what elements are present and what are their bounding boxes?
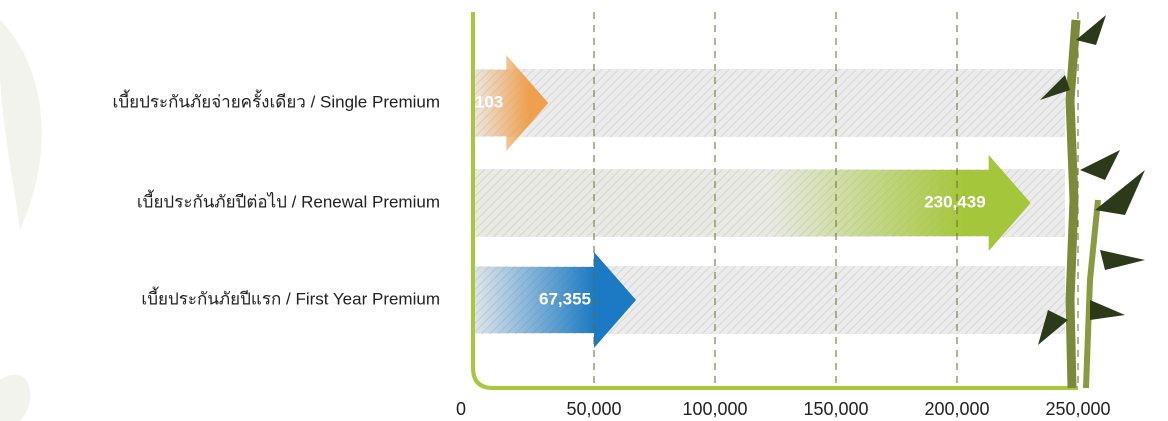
category-label: เบี้ยประกันภัยปีต่อไป / Renewal Premium — [137, 189, 440, 211]
x-tick-label: 50,000 — [566, 399, 621, 419]
x-tick-label: 0 — [456, 399, 466, 419]
x-tick-label: 200,000 — [924, 399, 989, 419]
bar-arrow — [473, 55, 549, 151]
value-label: 67,355 — [539, 289, 591, 308]
value-label: 31,103 — [451, 92, 503, 111]
category-label: เบี้ยประกันภัยจ่ายครั้งเดียว / Single Pr… — [113, 89, 440, 111]
bar-arrow — [473, 252, 636, 348]
axis-line — [471, 12, 1078, 390]
bar-arrow — [473, 155, 1031, 251]
x-tick-label: 100,000 — [682, 399, 747, 419]
bar-background — [473, 69, 1065, 137]
bamboo-decor — [1038, 15, 1145, 389]
category-label: เบี้ยประกันภัยปีแรก / First Year Premium — [141, 286, 440, 308]
value-label: 230,439 — [924, 192, 985, 211]
leaf-decor — [0, 20, 42, 421]
x-tick-label: 250,000 — [1045, 399, 1110, 419]
x-tick-label: 150,000 — [803, 399, 868, 419]
